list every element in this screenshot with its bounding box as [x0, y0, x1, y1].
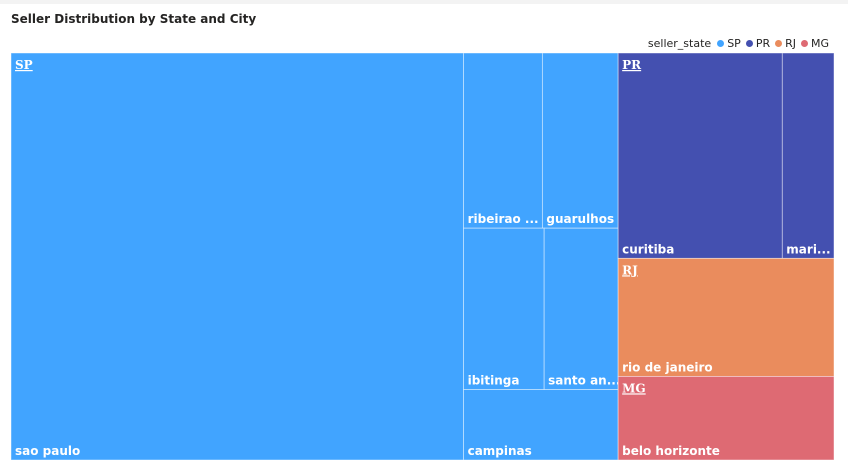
- treemap-tile-santo-andre[interactable]: [543, 227, 619, 390]
- treemap-tile-maringa[interactable]: [781, 52, 835, 259]
- tile-label-campinas: campinas: [468, 444, 532, 458]
- legend: seller_state SP PR RJ MG: [648, 36, 830, 50]
- legend-item-pr[interactable]: PR: [745, 36, 771, 50]
- treemap-tile-belo-horizonte[interactable]: [617, 375, 835, 461]
- legend-dot-sp: [717, 39, 725, 47]
- treemap-tile-ibitinga[interactable]: [463, 227, 545, 390]
- treemap-tile-guarulhos[interactable]: [541, 52, 619, 229]
- legend-label-rj: RJ: [785, 36, 796, 50]
- treemap-tile-ribeirao-preto[interactable]: [463, 52, 543, 229]
- legend-label-mg: MG: [810, 36, 829, 50]
- tile-label-belo-horizonte: belo horizonte: [622, 444, 720, 458]
- legend-item-sp[interactable]: SP: [717, 37, 741, 50]
- chart-title: Seller Distribution by State and City: [11, 12, 257, 26]
- tile-label-ribeirao-preto: ribeirao ...: [468, 212, 539, 226]
- treemap-tile-sao-paulo[interactable]: [10, 52, 464, 461]
- treemap-tile-rio-de-janeiro[interactable]: [617, 257, 835, 377]
- group-label-sp: SP: [15, 58, 33, 72]
- tile-label-santo-andre: santo an...: [548, 374, 620, 388]
- legend-label-pr: PR: [755, 36, 771, 50]
- tile-label-maringa: mari...: [786, 242, 830, 256]
- legend-dot-rj: [775, 39, 783, 47]
- legend-dot-pr: [745, 39, 753, 47]
- group-label-mg: MG: [622, 381, 646, 395]
- legend-dot-mg: [800, 39, 808, 47]
- tile-label-ibitinga: ibitinga: [468, 374, 520, 388]
- legend-title: seller_state: [647, 36, 712, 50]
- legend-item-rj[interactable]: RJ: [775, 37, 796, 50]
- legend-item-mg[interactable]: MG: [800, 36, 829, 50]
- group-label-rj: RJ: [622, 263, 638, 277]
- group-label-pr: PR: [622, 58, 642, 72]
- tile-label-curitiba: curitiba: [622, 242, 674, 256]
- tile-label-rio-de-janeiro: rio de janeiro: [622, 360, 713, 374]
- tile-label-guarulhos: guarulhos: [546, 212, 614, 226]
- top-border: [0, 0, 848, 4]
- legend-label-sp: SP: [727, 36, 741, 50]
- tile-label-sao-paulo: sao paulo: [15, 444, 80, 458]
- treemap-tile-curitiba[interactable]: [617, 52, 783, 259]
